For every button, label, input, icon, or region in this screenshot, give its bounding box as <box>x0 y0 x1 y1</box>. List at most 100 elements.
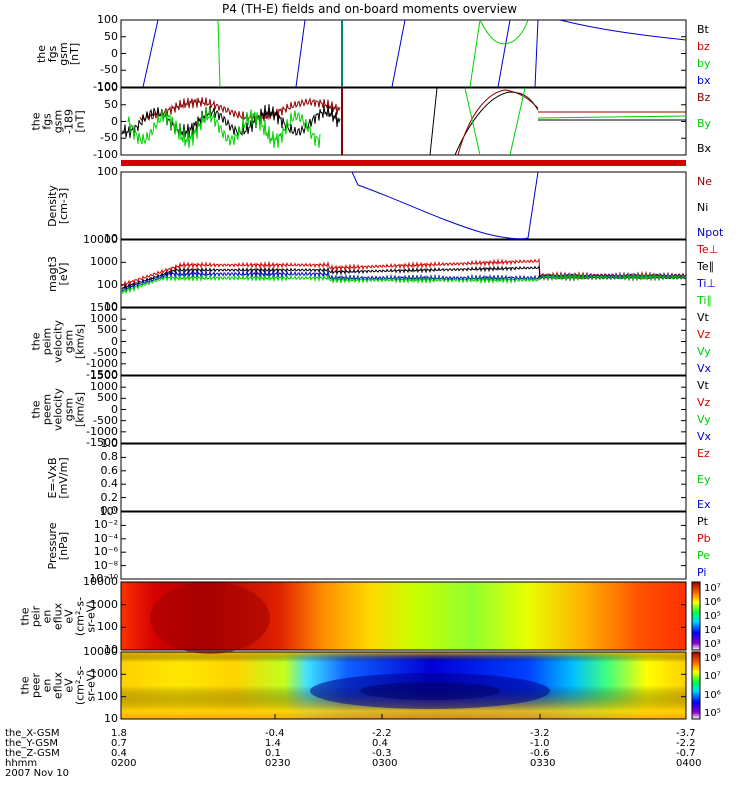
x-row-label: the_Y-GSM <box>5 738 59 749</box>
y-tick-label: 10 <box>104 643 118 656</box>
y-tick-label: 1000 <box>90 380 118 394</box>
y-tick-label: -1500 <box>86 368 118 381</box>
x-row-value: 0230 <box>265 758 291 769</box>
legend-entry: Vz <box>697 328 711 341</box>
y-tick-label: 500 <box>97 391 118 405</box>
legend-entry: Ti∥ <box>697 294 712 307</box>
y-tick-label: 10000 <box>83 233 118 246</box>
legend-entry: bx <box>697 74 711 87</box>
colorbar-tick-label: 10⁶ <box>704 689 721 701</box>
date-label: 2007 Nov 10 <box>5 768 70 779</box>
x-row-value: 0400 <box>676 758 702 769</box>
colorbar-tick-label: 10⁵ <box>704 611 721 622</box>
legend-entry: Pt <box>697 515 708 528</box>
legend-entry: By <box>697 116 712 130</box>
trace <box>457 89 539 155</box>
y-tick-label: 100 <box>97 620 118 634</box>
y-tick-label: 10⁻⁸ <box>93 558 118 572</box>
y-tick-label: 1000 <box>90 312 118 326</box>
y-tick-label: 50 <box>104 97 118 111</box>
y-tick-label: 10 <box>104 300 118 313</box>
y-tick-label: 1.0 <box>100 437 119 450</box>
legend-entry: Ex <box>697 498 711 511</box>
y-tick-label: 0 <box>111 334 118 348</box>
legend-entry: Vx <box>697 430 712 443</box>
y-tick-label: 100 <box>97 689 118 703</box>
y-axis-label-line: [nT] <box>73 110 87 133</box>
colorbar <box>691 581 701 651</box>
legend-entry: Ti⊥ <box>697 277 717 290</box>
y-tick-label: 1500 <box>90 369 118 382</box>
legend-entry: Bx <box>697 142 712 155</box>
y-axis-label-line: sr-eV) <box>84 669 98 702</box>
colorbar-tick-label: 10⁸ <box>704 653 721 664</box>
x-row-value: 0.1 <box>265 748 281 759</box>
legend-entry: Pe <box>697 549 711 562</box>
y-tick-label: 100 <box>97 277 118 291</box>
legend-entry: Ne <box>697 175 712 188</box>
x-row-value: 1.4 <box>265 738 281 749</box>
y-tick-label: 100 <box>97 165 118 178</box>
y-tick-label: 10⁰ <box>99 505 118 518</box>
legend-entry: Vx <box>697 362 712 375</box>
legend-entry: bz <box>697 40 710 53</box>
legend-entry: Vz <box>697 396 711 409</box>
panel-frame-peir <box>120 581 687 651</box>
y-tick-label: 500 <box>97 323 118 337</box>
x-row-value: 1.8 <box>111 728 127 739</box>
trace <box>351 172 539 239</box>
legend-entry: Te⊥ <box>697 243 719 256</box>
y-tick-label: 100 <box>97 81 118 94</box>
legend-entry: Bt <box>697 23 709 36</box>
trace <box>121 272 686 295</box>
y-tick-label: 0.0 <box>100 504 119 517</box>
x-row-value: 0200 <box>111 758 137 769</box>
legend-entry: Npot <box>697 226 724 239</box>
y-tick-label: 10 <box>104 232 118 245</box>
y-tick-label: 1500 <box>90 301 118 314</box>
trace <box>217 20 221 87</box>
y-axis-label-line: [km/s] <box>73 391 87 428</box>
y-tick-label: 0.8 <box>100 450 119 464</box>
panel-frame-pressure <box>120 511 687 580</box>
y-tick-label: 10⁻⁶ <box>93 545 118 559</box>
x-row-value: 0.4 <box>372 738 388 749</box>
legend-entry: Ez <box>697 447 710 460</box>
y-tick-label: 0 <box>111 46 118 60</box>
colorbar-tick-label: 10⁵ <box>704 708 721 719</box>
x-row-label: the_Z-GSM <box>5 748 60 759</box>
y-tick-label: 0 <box>111 114 118 128</box>
y-tick-label: 0.6 <box>100 463 119 477</box>
y-tick-label: 10000 <box>83 645 118 658</box>
legend-entry: Vt <box>697 379 709 392</box>
y-tick-label: -500 <box>93 413 118 427</box>
y-tick-label: 0.4 <box>100 477 119 491</box>
trace <box>559 20 686 41</box>
legend-entry: Pi <box>697 566 707 579</box>
legend-entry: Te∥ <box>697 260 715 273</box>
y-tick-label: -1000 <box>86 424 118 438</box>
colorbar-tick-label: 10³ <box>704 639 721 650</box>
x-row-value: 0.4 <box>111 748 127 759</box>
panel-frame-efield <box>120 443 687 512</box>
trace <box>497 20 539 87</box>
trace <box>295 20 306 87</box>
legend-entry: Vy <box>697 413 711 426</box>
y-tick-label: 10⁻² <box>93 518 118 532</box>
legend-entry: Vt <box>697 311 709 324</box>
panel-frame-vi <box>120 307 687 376</box>
trace <box>429 88 539 155</box>
trace <box>127 108 321 149</box>
x-row-value: -0.6 <box>530 748 550 759</box>
y-tick-label: 10⁻¹⁰ <box>89 572 118 585</box>
figure-title: P4 (TH-E) fields and on-board moments ov… <box>222 2 518 16</box>
y-tick-label: 10000 <box>83 575 118 588</box>
colorbar-tick-label: 10⁴ <box>704 625 721 636</box>
panel-frame-density <box>120 171 687 240</box>
colorbar <box>691 651 701 720</box>
colorbar-tick-label: 10⁷ <box>704 671 721 683</box>
y-tick-label: 50 <box>104 29 118 43</box>
y-tick-label: 10⁻⁴ <box>93 531 118 545</box>
